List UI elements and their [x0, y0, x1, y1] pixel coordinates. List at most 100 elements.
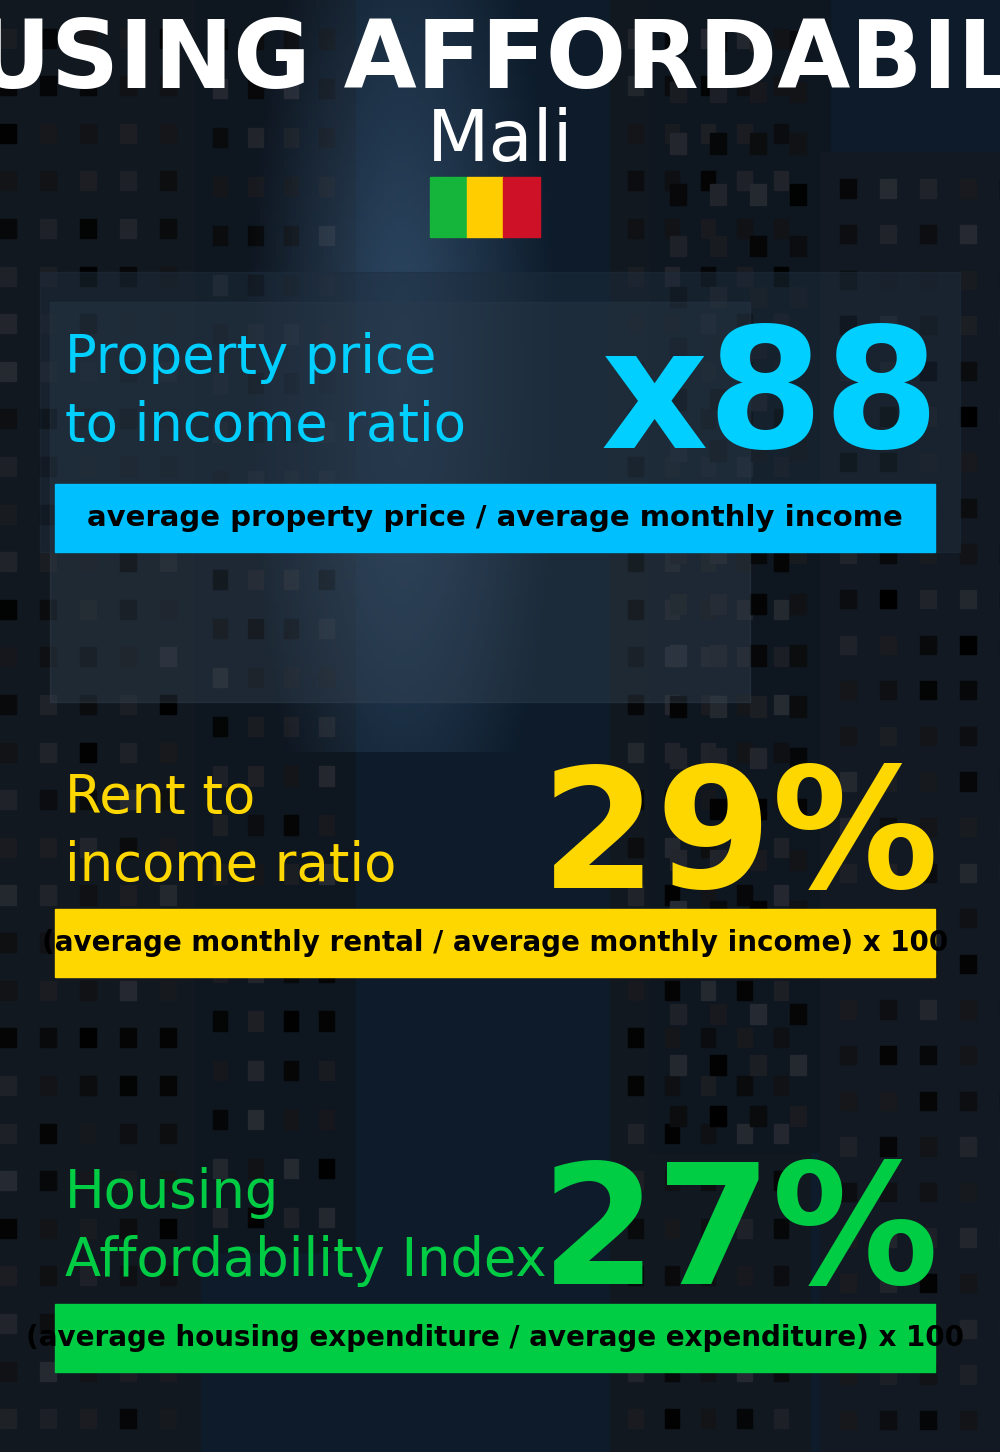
Bar — [120, 1124, 136, 1143]
Bar — [248, 520, 263, 540]
Bar — [213, 717, 227, 736]
Bar — [920, 1228, 936, 1247]
Bar — [319, 913, 334, 932]
Bar — [160, 980, 176, 1000]
Bar — [774, 314, 788, 334]
Bar — [737, 886, 752, 905]
Bar — [284, 913, 298, 932]
Bar — [628, 76, 643, 96]
Bar — [319, 520, 334, 540]
Bar — [920, 817, 936, 836]
Bar — [737, 742, 752, 762]
Bar — [160, 1172, 176, 1191]
Bar — [960, 1273, 976, 1292]
Bar — [120, 1028, 136, 1047]
Bar — [701, 648, 715, 666]
Bar — [665, 171, 679, 190]
Bar — [774, 362, 788, 380]
Bar — [750, 81, 766, 103]
Bar — [0, 1266, 16, 1285]
Bar — [120, 505, 136, 524]
Bar — [920, 727, 936, 745]
Bar — [628, 29, 643, 48]
Bar — [55, 909, 935, 977]
Bar — [248, 913, 263, 932]
Bar — [40, 409, 56, 428]
Bar — [701, 1028, 715, 1047]
Bar — [920, 1137, 936, 1156]
Bar — [960, 408, 976, 425]
Bar — [790, 492, 806, 513]
Bar — [750, 953, 766, 973]
Bar — [80, 29, 96, 48]
Bar — [880, 544, 896, 562]
Bar — [80, 886, 96, 905]
Bar — [750, 1054, 766, 1074]
Bar — [80, 1408, 96, 1429]
Bar — [701, 600, 715, 619]
Bar — [960, 1365, 976, 1384]
Bar — [701, 742, 715, 762]
Bar — [790, 697, 806, 717]
Bar — [40, 171, 56, 190]
Bar — [737, 1218, 752, 1237]
Bar — [248, 619, 263, 639]
Bar — [0, 171, 16, 190]
Bar — [670, 849, 686, 870]
Bar — [160, 1218, 176, 1237]
Bar — [319, 274, 334, 295]
Bar — [665, 790, 679, 809]
Bar — [774, 980, 788, 1000]
Bar — [665, 76, 679, 96]
Bar — [628, 362, 643, 380]
Bar — [710, 389, 726, 409]
Bar — [0, 314, 16, 334]
Bar — [284, 963, 298, 982]
Bar — [40, 600, 56, 619]
Bar — [920, 636, 936, 653]
Bar — [790, 1003, 806, 1024]
Bar — [0, 457, 16, 476]
Bar — [774, 1314, 788, 1333]
Bar — [80, 1218, 96, 1237]
Bar — [284, 373, 298, 393]
Bar — [284, 520, 298, 540]
Bar — [880, 864, 896, 881]
Bar — [80, 648, 96, 666]
Bar — [80, 742, 96, 762]
Bar — [670, 338, 686, 359]
Bar — [750, 748, 766, 768]
Bar — [0, 1172, 16, 1191]
Bar — [213, 963, 227, 982]
Bar — [160, 742, 176, 762]
Bar — [80, 1076, 96, 1095]
Bar — [920, 1045, 936, 1064]
Bar — [737, 76, 752, 96]
Bar — [628, 457, 643, 476]
Bar — [920, 1320, 936, 1337]
Bar — [790, 81, 806, 103]
Bar — [628, 123, 643, 142]
Bar — [840, 362, 856, 380]
Bar — [710, 902, 726, 922]
Bar — [750, 440, 766, 460]
Bar — [790, 1054, 806, 1074]
Bar — [880, 1183, 896, 1201]
Bar — [880, 1137, 896, 1156]
Bar — [665, 980, 679, 1000]
Bar — [80, 171, 96, 190]
Bar — [248, 274, 263, 295]
Bar — [840, 909, 856, 928]
Bar — [880, 909, 896, 928]
Bar — [160, 505, 176, 524]
Bar — [701, 1172, 715, 1191]
Bar — [628, 1124, 643, 1143]
Bar — [710, 440, 726, 460]
Bar — [80, 1314, 96, 1333]
Bar — [710, 338, 726, 359]
Bar — [790, 134, 806, 154]
Bar — [670, 1106, 686, 1127]
Bar — [319, 324, 334, 344]
Bar — [160, 171, 176, 190]
Bar — [960, 225, 976, 244]
